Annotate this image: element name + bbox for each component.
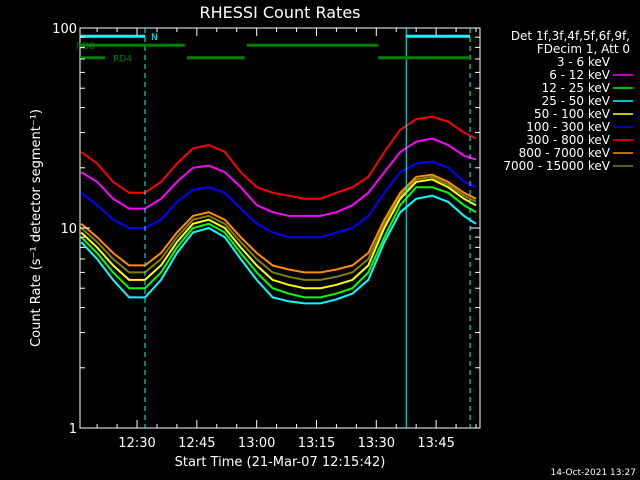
series-line-7000-15000-kev [80,175,477,281]
legend-header-line-0: Det 1f,3f,4f,5f,6f,9f, [511,29,630,43]
series-line-300-800-kev [80,115,477,200]
y-tick-label-2: 100 [52,22,77,37]
x-axis-label: Start Time (21-Mar-07 12:15:42) [175,455,386,470]
legend-entry-label-8: 7000 - 15000 keV [503,159,610,173]
legend-entry-label-6: 300 - 800 keV [526,133,610,147]
series-line-25-50-kev [80,194,477,305]
annotations-layer: N RD0 RD4 [76,33,471,65]
chart-title: RHESSI Count Rates [200,3,361,22]
x-tick-label-1: 12:45 [178,436,215,451]
annotation-label-rd4: RD4 [113,55,132,65]
x-tick-label-5: 13:45 [417,436,454,451]
series-layer [80,115,477,334]
legend-entry-label-2: 12 - 25 keV [542,81,611,95]
y-axis-label: Count Rate (s⁻¹ detector segment⁻¹) [29,109,44,347]
x-tick-label-0: 12:30 [118,436,155,451]
annotation-label-rd0: RD0 [76,42,95,52]
x-tick-label-4: 13:30 [358,436,395,451]
y-axis: 1 10 100 [52,22,480,437]
series-line-800-7000-kev [80,173,477,274]
x-tick-label-2: 13:00 [238,436,275,451]
annotation-label-n: N [151,33,158,43]
footer-timestamp: 14-Oct-2021 13:27 [551,468,636,478]
x-tick-label-3: 13:15 [298,436,335,451]
legend: Det 1f,3f,4f,5f,6f,9f,FDecim 1, Att 03 -… [503,29,633,173]
legend-entry-label-1: 6 - 12 keV [549,68,611,82]
legend-entry-label-0: 3 - 6 keV [557,55,611,69]
legend-entry-label-5: 100 - 300 keV [526,120,610,134]
series-line-100-300-kev [80,160,477,239]
legend-entry-label-4: 50 - 100 keV [534,107,611,121]
x-axis: 12:30 12:45 13:00 13:15 13:30 13:45 [96,28,477,451]
series-line-12-25-kev [80,186,477,299]
series-line-6-12-kev [80,137,477,217]
legend-entry-label-7: 800 - 7000 keV [519,146,611,160]
y-tick-label-1: 10 [60,222,77,237]
legend-header-line-1: FDecim 1, Att 0 [537,42,630,56]
legend-entry-label-3: 25 - 50 keV [542,94,611,108]
y-tick-label-0: 1 [69,422,77,437]
series-line-50-100-kev [80,178,477,290]
